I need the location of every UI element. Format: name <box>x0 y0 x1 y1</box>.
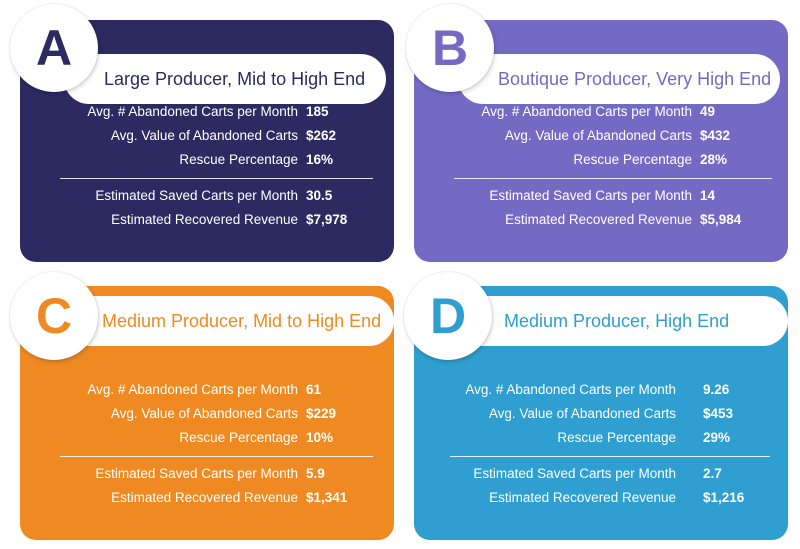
card-d-row-3: Rescue Percentage 29% <box>414 428 788 448</box>
card-c-letter: C <box>35 288 73 344</box>
card-c-row-5-value: $1,341 <box>306 490 348 505</box>
card-c-row-4-label: Estimated Saved Carts per Month <box>95 466 298 481</box>
card-a-letter: A <box>35 20 73 76</box>
card-c-divider <box>60 456 373 457</box>
card-a-row-2-label: Avg. Value of Abandoned Carts <box>110 128 298 143</box>
card-b-row-3-label: Rescue Percentage <box>573 152 692 167</box>
card-b-letter-badge: B <box>406 4 494 92</box>
card-c-row-2: Avg. Value of Abandoned Carts $229 <box>20 404 394 424</box>
card-c-row-3-label: Rescue Percentage <box>179 430 298 445</box>
card-c-row-5: Estimated Recovered Revenue $1,341 <box>20 488 394 508</box>
card-d: Medium Producer, High End Avg. # Abandon… <box>414 286 788 540</box>
card-b-row-5-value: $5,984 <box>700 212 742 227</box>
card-b-row-4: Estimated Saved Carts per Month 14 <box>414 186 788 206</box>
card-d-row-2-label: Avg. Value of Abandoned Carts <box>488 406 676 421</box>
card-c-row-5-label: Estimated Recovered Revenue <box>111 490 298 505</box>
card-a-row-3-label: Rescue Percentage <box>179 152 298 167</box>
card-d-title-pill: Medium Producer, High End <box>458 296 788 346</box>
card-c-letter-badge: C <box>10 272 98 360</box>
card-a-row-1: Avg. # Abandoned Carts per Month 185 <box>20 102 394 122</box>
card-d-divider <box>450 456 770 457</box>
card-a: Large Producer, Mid to High End Avg. # A… <box>20 20 394 262</box>
card-d-row-3-label: Rescue Percentage <box>557 430 676 445</box>
card-c-row-1-value: 61 <box>306 382 322 397</box>
card-a-letter-badge: A <box>10 4 98 92</box>
card-a-title: Large Producer, Mid to High End <box>104 69 366 89</box>
card-d-row-4-label: Estimated Saved Carts per Month <box>473 466 676 481</box>
card-a-row-4: Estimated Saved Carts per Month 30.5 <box>20 186 394 206</box>
card-a-row-5-label: Estimated Recovered Revenue <box>111 212 298 227</box>
card-a-row-4-label: Estimated Saved Carts per Month <box>95 188 298 203</box>
card-b-row-4-label: Estimated Saved Carts per Month <box>489 188 692 203</box>
card-b-row-1-label: Avg. # Abandoned Carts per Month <box>481 104 692 119</box>
card-c-row-4: Estimated Saved Carts per Month 5.9 <box>20 464 394 484</box>
card-a-row-1-label: Avg. # Abandoned Carts per Month <box>87 104 298 119</box>
card-d-row-5-label: Estimated Recovered Revenue <box>489 490 676 505</box>
card-b-row-3: Rescue Percentage 28% <box>414 150 788 170</box>
card-d-row-5: Estimated Recovered Revenue $1,216 <box>414 488 788 508</box>
card-a-row-4-value: 30.5 <box>306 188 333 203</box>
card-d-row-2: Avg. Value of Abandoned Carts $453 <box>414 404 788 424</box>
card-d-title: Medium Producer, High End <box>504 311 730 331</box>
card-c-row-3-value: 10% <box>306 430 334 445</box>
card-a-row-2: Avg. Value of Abandoned Carts $262 <box>20 126 394 146</box>
card-d-row-1: Avg. # Abandoned Carts per Month 9.26 <box>414 380 788 400</box>
card-d-row-2-value: $453 <box>703 406 734 421</box>
card-c-title-pill: Medium Producer, Mid to High End <box>64 296 394 346</box>
card-b-title: Boutique Producer, Very High End <box>498 69 772 89</box>
card-a-row-5-value: $7,978 <box>306 212 348 227</box>
card-c-row-1: Avg. # Abandoned Carts per Month 61 <box>20 380 394 400</box>
card-b-row-5-label: Estimated Recovered Revenue <box>505 212 692 227</box>
card-d-row-5-value: $1,216 <box>703 490 745 505</box>
card-b-row-5: Estimated Recovered Revenue $5,984 <box>414 210 788 230</box>
card-d-row-1-label: Avg. # Abandoned Carts per Month <box>465 382 676 397</box>
card-c-row-1-label: Avg. # Abandoned Carts per Month <box>87 382 298 397</box>
card-a-row-5: Estimated Recovered Revenue $7,978 <box>20 210 394 230</box>
card-b-row-2-value: $432 <box>700 128 731 143</box>
card-a-divider <box>60 178 373 179</box>
card-a-row-3-value: 16% <box>306 152 334 167</box>
card-d-letter-badge: D <box>404 272 492 360</box>
card-c-row-2-label: Avg. Value of Abandoned Carts <box>110 406 298 421</box>
card-c-row-3: Rescue Percentage 10% <box>20 428 394 448</box>
card-a-title-pill: Large Producer, Mid to High End <box>64 54 386 104</box>
card-d-row-4-value: 2.7 <box>703 466 722 481</box>
card-b-row-2-label: Avg. Value of Abandoned Carts <box>504 128 692 143</box>
card-b-row-2: Avg. Value of Abandoned Carts $432 <box>414 126 788 146</box>
card-d-row-4: Estimated Saved Carts per Month 2.7 <box>414 464 788 484</box>
card-b-row-4-value: 14 <box>700 188 716 203</box>
card-b-divider <box>454 178 772 179</box>
card-b-row-1-value: 49 <box>700 104 716 119</box>
card-d-letter: D <box>429 288 467 344</box>
card-a-row-2-value: $262 <box>306 128 337 143</box>
card-b-row-3-value: 28% <box>700 152 728 167</box>
card-a-row-3: Rescue Percentage 16% <box>20 150 394 170</box>
card-c-row-2-value: $229 <box>306 406 337 421</box>
card-c-title: Medium Producer, Mid to High End <box>102 311 382 331</box>
card-b-title-pill: Boutique Producer, Very High End <box>458 54 780 104</box>
card-b-row-1: Avg. # Abandoned Carts per Month 49 <box>414 102 788 122</box>
card-b-letter: B <box>431 20 469 76</box>
card-d-row-3-value: 29% <box>703 430 731 445</box>
card-a-row-1-value: 185 <box>306 104 329 119</box>
card-d-row-1-value: 9.26 <box>703 382 730 397</box>
card-c-row-4-value: 5.9 <box>306 466 325 481</box>
